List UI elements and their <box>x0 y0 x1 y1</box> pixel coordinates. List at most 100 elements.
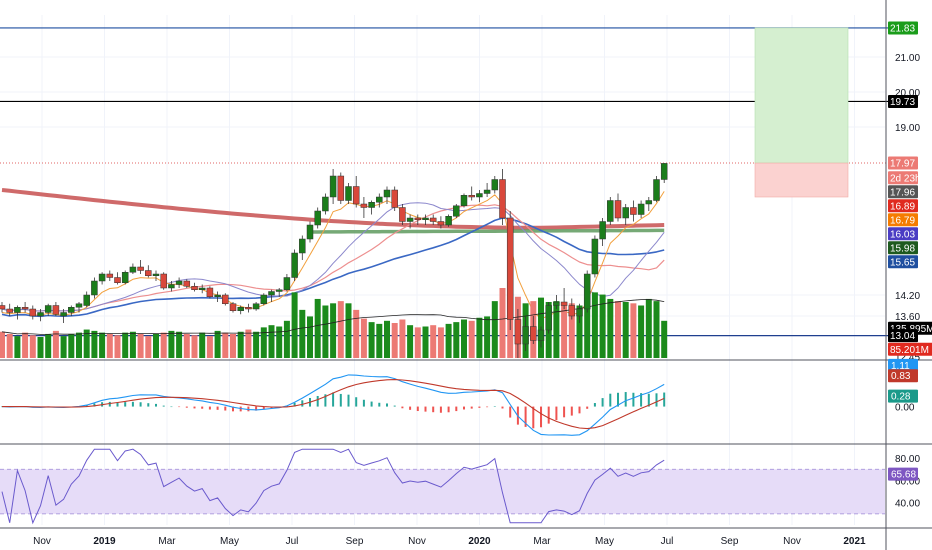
volume-bar <box>638 305 645 358</box>
macd-histogram-bar <box>416 406 419 412</box>
candle-body <box>368 202 375 208</box>
price-badge <box>888 329 918 343</box>
macd-histogram-bar <box>216 406 219 410</box>
volume-bar <box>45 333 52 358</box>
candle-body <box>29 308 37 317</box>
candle-body <box>214 294 221 297</box>
macd-histogram-bar <box>85 405 88 407</box>
macd-histogram-bar <box>262 406 265 410</box>
volume-bar <box>599 294 606 358</box>
volume-bar <box>76 332 82 358</box>
price-badge-label: 19.73 <box>890 97 915 108</box>
candle-body <box>414 217 422 220</box>
candle-body <box>637 203 645 215</box>
candle-body <box>314 210 321 226</box>
volume-bar <box>191 335 198 358</box>
price-badge <box>888 94 918 108</box>
time-axis-label: Nov <box>783 536 801 547</box>
volume-bar <box>607 298 614 358</box>
price-badge <box>888 255 918 269</box>
candle-body <box>545 305 552 331</box>
volume-bar <box>661 320 668 358</box>
macd-histogram-bar <box>255 406 258 411</box>
macd-histogram-bar <box>401 406 404 409</box>
volume-bar <box>568 303 575 358</box>
price-badge-label: 17.96 <box>890 187 915 198</box>
time-axis-label: Nov <box>408 536 426 547</box>
volume-bar <box>91 330 98 358</box>
candle-body <box>252 303 260 310</box>
rsi-band <box>0 469 885 514</box>
candle-body <box>6 308 13 313</box>
grid-lines <box>0 15 885 525</box>
macd-histogram-bar <box>139 402 142 407</box>
macd-histogram-bar <box>540 406 542 428</box>
rsi-line <box>1 448 665 525</box>
price-axis[interactable]: 21.00 20.00 19.00 14.20 13.60 12.45 21.83 19.73… <box>888 21 932 510</box>
price-badge-label: 16.03 <box>890 229 915 240</box>
rsi-tick-label: 40.00 <box>895 499 920 510</box>
time-axis-label: Mar <box>158 536 176 547</box>
volume-bar <box>22 332 29 358</box>
ma-pink-line <box>1 204 665 312</box>
volume-bar <box>430 325 437 358</box>
volume-bar <box>384 320 390 358</box>
candle-body <box>622 207 629 219</box>
candle-body <box>391 189 398 208</box>
time-axis-label: Jul <box>286 536 299 547</box>
price-badge <box>888 342 932 356</box>
candle-body <box>568 305 576 317</box>
candle-body <box>399 207 406 222</box>
candle-body <box>660 163 668 180</box>
time-axis-label: 2021 <box>843 536 866 547</box>
candle-body <box>522 326 529 345</box>
macd-histogram-bar <box>193 406 196 409</box>
time-axis-label: May <box>595 536 614 547</box>
macd-histogram-bar <box>224 406 227 411</box>
candle-body <box>175 280 183 285</box>
macd-histogram-bar <box>432 406 435 413</box>
time-axis[interactable]: Nov 2019 Mar May Jul Sep Nov 2020 Mar May Jul Sep No… <box>33 536 866 547</box>
candle-body <box>114 277 121 283</box>
candle-body <box>306 224 314 240</box>
macd-histogram-bar <box>393 405 396 407</box>
macd-histogram-bar <box>293 402 296 407</box>
price-badge-label: 2d 23h <box>890 173 921 184</box>
volume-bar <box>222 332 229 358</box>
volume-bar <box>253 331 260 358</box>
volume-bar <box>276 326 283 358</box>
volume-bar <box>214 330 221 358</box>
macd-histogram-bar <box>108 401 111 407</box>
price-badge <box>888 241 918 255</box>
macd-histogram-bar <box>563 406 566 418</box>
volume-bar <box>645 298 652 358</box>
ma-blue-line <box>1 217 665 318</box>
macd-histogram-bar <box>124 402 127 407</box>
price-badge-label: 15.65 <box>890 257 915 268</box>
macd-histogram-bar <box>578 406 581 414</box>
volume-bar <box>37 337 44 358</box>
macd-histogram-bar <box>532 406 535 429</box>
macd-histogram-bar <box>447 406 450 413</box>
macd-histogram-bar <box>501 406 504 409</box>
volume-bar <box>14 336 21 358</box>
macd-histogram-bar <box>324 394 327 407</box>
macd-histogram-bar <box>232 406 234 412</box>
long-position-tool[interactable] <box>754 27 849 198</box>
time-axis-label: Jul <box>661 536 674 547</box>
time-axis-label: 2020 <box>468 536 491 547</box>
macd-histogram-bar <box>316 395 319 407</box>
time-axis-label: May <box>220 536 239 547</box>
candle-body <box>499 179 506 219</box>
macd-tick-label: 0.00 <box>895 403 915 414</box>
macd-histogram-bar <box>617 392 619 407</box>
candle-body <box>345 186 352 201</box>
rsi-tick-label: 60.00 <box>895 476 920 487</box>
candle-body <box>445 216 452 226</box>
candle-body <box>245 307 252 310</box>
macd-histogram-bar <box>586 406 589 409</box>
macd-badge-label: 0.28 <box>891 392 911 403</box>
volume-bar <box>206 336 213 358</box>
